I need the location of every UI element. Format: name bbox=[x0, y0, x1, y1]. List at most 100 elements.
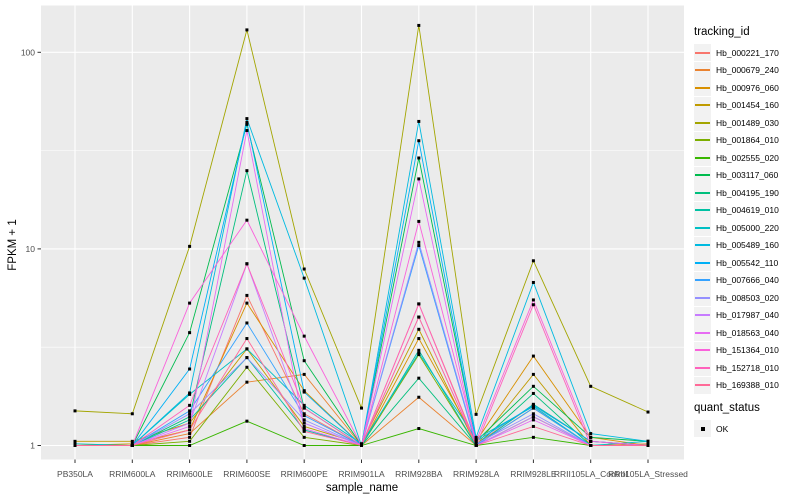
legend-key bbox=[694, 131, 711, 149]
data-point bbox=[474, 444, 478, 447]
x-tick-label: RRII105LA_Stressed bbox=[608, 469, 688, 479]
legend-item-label: OK bbox=[716, 423, 729, 434]
data-point bbox=[188, 444, 192, 447]
data-point bbox=[417, 427, 421, 431]
legend-item-label: Hb_003117_060 bbox=[716, 170, 779, 181]
legend-line-swatch bbox=[695, 121, 710, 124]
data-point bbox=[589, 435, 593, 439]
data-point bbox=[188, 428, 192, 432]
legend-item-label: Hb_000679_240 bbox=[716, 65, 779, 76]
legend-item-Hb_005000_220: Hb_005000_220 bbox=[694, 219, 800, 237]
legend-line-swatch bbox=[695, 156, 710, 159]
legend-line-swatch bbox=[695, 331, 710, 334]
legend-item-label: Hb_005000_220 bbox=[716, 222, 779, 233]
legend-line-swatch bbox=[695, 226, 710, 229]
legend-key bbox=[694, 341, 711, 359]
data-point bbox=[417, 219, 421, 223]
legend-key bbox=[694, 236, 711, 254]
data-point bbox=[245, 120, 249, 124]
data-point bbox=[531, 280, 535, 284]
data-point bbox=[73, 439, 77, 443]
legend-item-Hb_005489_160: Hb_005489_160 bbox=[694, 236, 800, 255]
data-point bbox=[302, 414, 306, 418]
data-point bbox=[531, 418, 535, 422]
legend-key bbox=[694, 376, 711, 394]
legend-item-Hb_007666_040: Hb_007666_040 bbox=[694, 271, 800, 290]
legend-line-swatch bbox=[695, 104, 710, 107]
data-point bbox=[245, 28, 249, 32]
legend-line-swatch bbox=[695, 51, 710, 54]
x-tick-label: RRIM600LA bbox=[109, 469, 156, 479]
data-point bbox=[73, 442, 77, 446]
data-point bbox=[302, 435, 306, 439]
legend-line-swatch bbox=[695, 279, 710, 282]
data-point bbox=[302, 418, 306, 422]
data-point bbox=[646, 410, 650, 414]
legend-item-Hb_000221_170: Hb_000221_170 bbox=[694, 44, 800, 62]
data-point bbox=[188, 301, 192, 305]
data-point bbox=[531, 415, 535, 419]
data-point bbox=[417, 119, 421, 123]
data-point bbox=[73, 409, 77, 413]
data-point bbox=[188, 367, 192, 371]
x-tick-label: RRIM928LA bbox=[453, 469, 500, 479]
data-point bbox=[188, 244, 192, 248]
legend-item-Hb_005542_110: Hb_005542_110 bbox=[694, 254, 800, 272]
legend-key bbox=[694, 306, 711, 324]
data-point bbox=[245, 365, 249, 369]
data-point bbox=[531, 435, 535, 439]
legend-item-Hb_004195_190: Hb_004195_190 bbox=[694, 184, 800, 202]
y-axis-title: FPKM + 1 bbox=[7, 219, 19, 271]
data-point bbox=[188, 331, 192, 335]
legend-key bbox=[694, 44, 711, 62]
legend-key bbox=[694, 289, 711, 307]
data-point bbox=[474, 435, 478, 439]
legend-item-Hb_018563_040: Hb_018563_040 bbox=[694, 324, 800, 342]
x-tick-label: RRII105LA_Control bbox=[554, 469, 628, 479]
data-point bbox=[245, 169, 249, 173]
data-point bbox=[531, 384, 535, 388]
legend-key bbox=[694, 184, 711, 202]
legend-item-label: Hb_151364_010 bbox=[716, 345, 779, 356]
legend-key bbox=[694, 219, 711, 237]
legend-item-Hb_004619_010: Hb_004619_010 bbox=[694, 201, 800, 220]
data-point bbox=[302, 421, 306, 425]
data-point bbox=[245, 117, 249, 121]
data-point bbox=[302, 372, 306, 376]
legend-item-Hb_008503_020: Hb_008503_020 bbox=[694, 289, 800, 307]
legend-item-label: Hb_005489_160 bbox=[716, 240, 779, 251]
legend-line-swatch bbox=[695, 261, 710, 264]
data-point bbox=[302, 267, 306, 271]
data-point bbox=[130, 412, 134, 416]
legend-line-swatch bbox=[695, 191, 710, 194]
data-point bbox=[531, 298, 535, 302]
legend-line-swatch bbox=[695, 366, 710, 369]
legend-key bbox=[694, 271, 711, 289]
data-point bbox=[302, 412, 306, 416]
data-point bbox=[130, 442, 134, 446]
legend-item-Hb_169388_010: Hb_169388_010 bbox=[694, 376, 800, 395]
legend: tracking_id Hb_000221_170 Hb_000679_240 Hb… bbox=[694, 26, 800, 438]
data-point bbox=[245, 419, 249, 423]
x-tick-label: RRIM600LE bbox=[166, 469, 213, 479]
x-tick-label: RRIM928BA bbox=[395, 469, 443, 479]
data-point bbox=[302, 403, 306, 407]
data-point bbox=[589, 444, 593, 447]
legend-item-label: Hb_007666_040 bbox=[716, 275, 779, 286]
data-point bbox=[531, 424, 535, 428]
data-point bbox=[302, 334, 306, 338]
legend-title-quant-status: quant_status bbox=[694, 402, 760, 414]
legend-line-swatch bbox=[695, 314, 710, 317]
legend-line-swatch bbox=[695, 209, 710, 212]
data-point bbox=[531, 354, 535, 358]
data-point bbox=[474, 442, 478, 446]
legend-item-Hb_001454_160: Hb_001454_160 bbox=[694, 96, 800, 115]
data-point bbox=[188, 415, 192, 419]
data-point bbox=[417, 177, 421, 181]
legend-item-label: Hb_001489_030 bbox=[716, 117, 779, 128]
legend-key bbox=[694, 96, 711, 114]
legend-item-Hb_003117_060: Hb_003117_060 bbox=[694, 166, 800, 185]
legend-item-Hb_152718_010: Hb_152718_010 bbox=[694, 359, 800, 377]
data-point bbox=[360, 442, 363, 446]
data-point bbox=[188, 409, 192, 413]
